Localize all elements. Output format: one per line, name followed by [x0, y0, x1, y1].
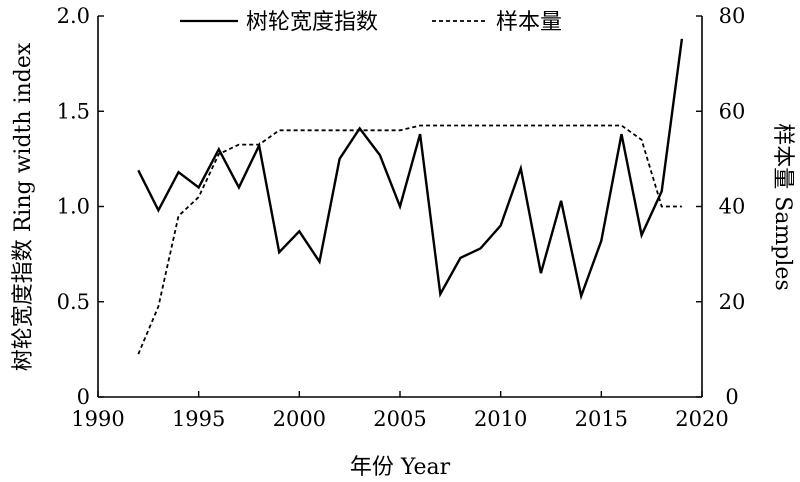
left-y-tick-label: 1.5	[57, 99, 90, 123]
legend-label-ring-width-index: 树轮宽度指数	[246, 10, 378, 35]
x-tick-label: 2010	[474, 407, 527, 431]
left-y-tick-label: 1.0	[57, 195, 90, 219]
left-y-axis-ticks: 0 0.5 1.0 1.5 2.0	[57, 4, 104, 409]
right-y-tick-label: 80	[719, 4, 746, 28]
right-y-tick-label: 60	[719, 99, 746, 123]
left-y-tick-label: 2.0	[57, 4, 90, 28]
right-y-axis-ticks: 0 20 40 60 80	[696, 4, 745, 409]
x-tick-label: 1995	[172, 407, 225, 431]
x-tick-label: 2005	[373, 407, 426, 431]
left-y-tick-label: 0.5	[57, 290, 90, 314]
left-y-tick-label: 0	[77, 385, 90, 409]
right-y-tick-label: 20	[719, 290, 746, 314]
x-tick-label: 2000	[273, 407, 326, 431]
right-y-axis-title: 样本量 Samples	[770, 123, 795, 290]
legend-label-samples: 样本量	[496, 10, 562, 35]
x-tick-label: 1990	[71, 407, 124, 431]
left-y-axis-title: 树轮宽度指数 Ring width index	[11, 42, 36, 371]
legend: 树轮宽度指数 样本量	[180, 10, 562, 35]
right-y-tick-label: 40	[719, 195, 746, 219]
x-axis-ticks: 1990 1995 2000 2005 2010 2015 2020	[71, 391, 729, 431]
x-tick-label: 2015	[575, 407, 628, 431]
series-layer	[137, 38, 684, 355]
x-axis-title: 年份 Year	[350, 455, 451, 480]
right-y-tick-label: 0	[725, 385, 738, 409]
ring-width-index-series-line	[137, 38, 684, 301]
x-tick-label: 2020	[675, 407, 728, 431]
